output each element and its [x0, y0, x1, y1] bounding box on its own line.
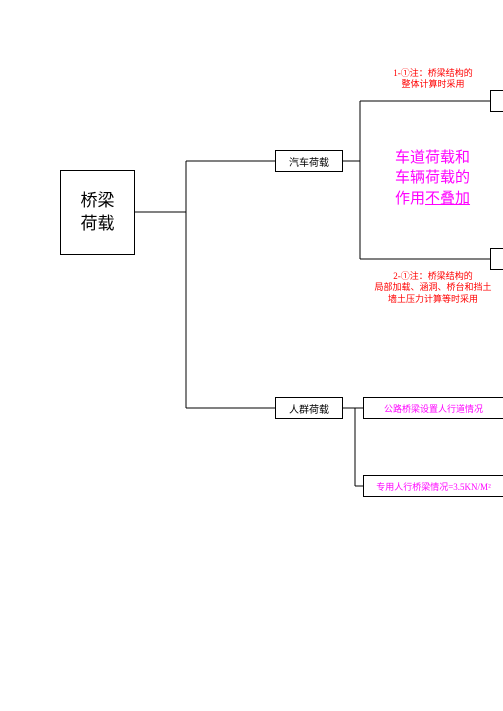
note-center-line2: 车辆荷载的 — [395, 170, 470, 186]
note-center-line3a: 作用 — [395, 191, 425, 207]
node-vehicle-load: 汽车荷载 — [275, 150, 343, 172]
node-pedestrian-bridge-case: 专用人行桥梁情况=3.5KN/M² — [363, 475, 503, 497]
node-sidewalk-case-label: 公路桥梁设置人行道情况 — [384, 402, 483, 415]
note-bottom: 2-①注：桥梁结构的 局部加载、涵洞、桥台和挡土 墙土压力计算等时采用 — [368, 271, 498, 305]
node-vehicle-load-right — [490, 248, 503, 270]
connector-lines — [0, 0, 503, 711]
note-bottom-line3: 墙土压力计算等时采用 — [388, 294, 478, 304]
note-top-line1: 1-①注：桥梁结构的 — [393, 68, 473, 78]
node-root-label: 桥梁荷载 — [81, 190, 115, 234]
note-bottom-line2: 局部加载、涵洞、桥台和挡土 — [374, 282, 491, 292]
node-vehicle-load-label: 汽车荷载 — [289, 154, 329, 169]
note-center-line1: 车道荷载和 — [395, 150, 470, 166]
node-root: 桥梁荷载 — [60, 170, 135, 255]
note-center-line3b: 不叠加 — [425, 191, 470, 207]
node-sidewalk-case: 公路桥梁设置人行道情况 — [363, 397, 503, 419]
note-center: 车道荷载和 车辆荷载的 作用不叠加 — [395, 148, 495, 209]
note-bottom-line1: 2-①注：桥梁结构的 — [393, 271, 473, 281]
note-top: 1-①注：桥梁结构的 整体计算时采用 — [378, 68, 488, 91]
node-pedestrian-bridge-case-label: 专用人行桥梁情况=3.5KN/M² — [376, 480, 491, 493]
node-crowd-load-label: 人群荷载 — [289, 401, 329, 416]
note-top-line2: 整体计算时采用 — [401, 79, 464, 89]
node-lane-load — [490, 90, 503, 112]
node-crowd-load: 人群荷载 — [275, 397, 343, 419]
